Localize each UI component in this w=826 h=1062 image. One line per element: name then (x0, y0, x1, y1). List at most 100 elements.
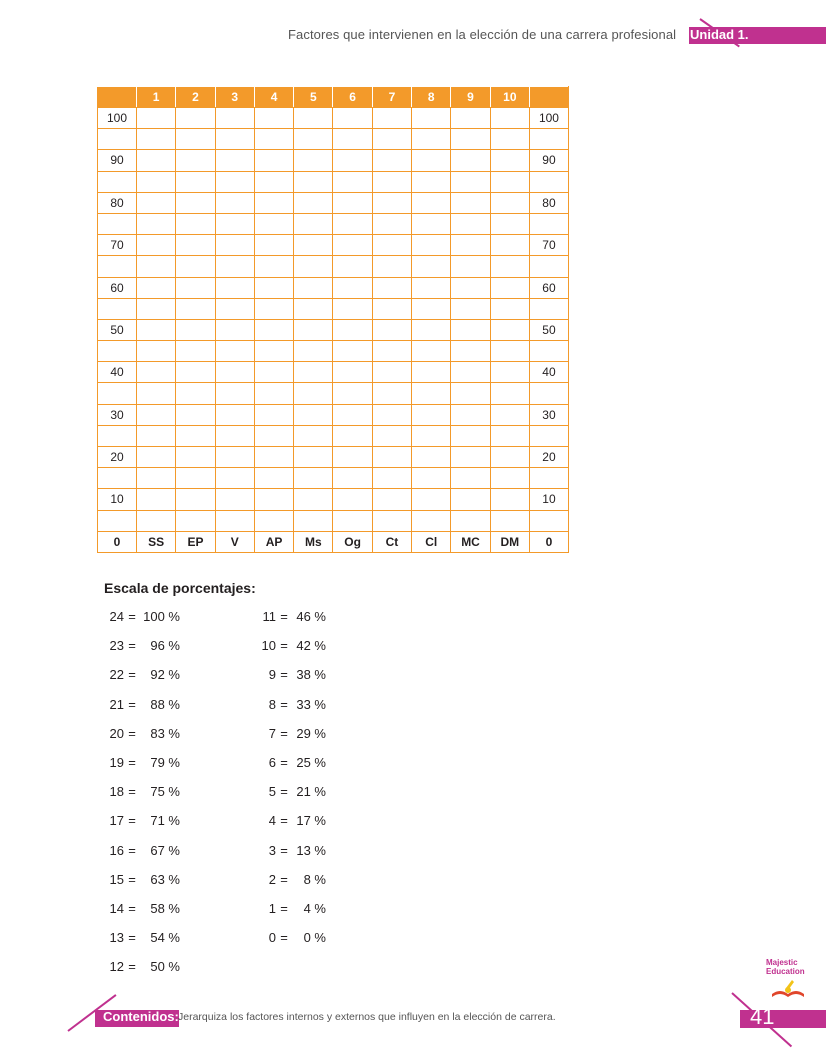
grid-row (97, 255, 569, 278)
grid-cell (411, 361, 452, 384)
grid-footer-cell: Ms (293, 530, 334, 553)
scale-row: 0 = 0 % (252, 930, 326, 959)
grid-cell (293, 467, 334, 490)
unit-label: Unidad 1. (690, 27, 749, 42)
grid-cell (371, 276, 413, 299)
grid-cell (214, 276, 255, 299)
grid-cell (253, 297, 295, 320)
grid-cell (332, 509, 373, 532)
grid-row-label: 60 (97, 276, 137, 299)
scale-row: 19 = 79 % (104, 755, 180, 784)
scale-row: 13 = 54 % (104, 930, 180, 959)
grid-cell (332, 403, 373, 426)
grid-cell (214, 297, 255, 320)
grid-cell (253, 488, 295, 511)
grid-row (97, 382, 569, 405)
grid-footer-cell: Ct (371, 530, 413, 553)
scale-score: 22 (109, 667, 124, 683)
grid-cell (450, 361, 491, 384)
grid-row: 50 50 (97, 318, 569, 342)
scale-score: 7 (268, 725, 276, 741)
scale-percent: 0 % (303, 930, 326, 946)
grid-cell (175, 318, 216, 342)
grid-cell (175, 106, 216, 130)
scale-percent: 100 % (143, 609, 180, 624)
grid-cell (214, 318, 255, 342)
grid-cell (135, 128, 177, 151)
grid-header-cell: 5 (293, 86, 334, 108)
grid-cell (450, 382, 491, 405)
grid-row (97, 424, 569, 448)
grid-row-label: 100 (97, 106, 137, 130)
grid-row-label: 10 (528, 488, 569, 511)
scale-score: 24 (109, 609, 124, 624)
scale-row: 21 = 88 % (104, 697, 180, 726)
grid-cell (371, 149, 413, 172)
grid-cell (175, 424, 216, 448)
grid-cell (175, 170, 216, 193)
grid-cell (214, 361, 255, 384)
scale-score: 1 (268, 900, 276, 916)
grid-row-label: 100 (528, 106, 569, 130)
grid-cell (371, 106, 413, 130)
grid-cell (135, 106, 177, 130)
grid-row: 70 70 (97, 234, 569, 257)
grid-cell (175, 445, 216, 469)
grid-row-label: 90 (528, 149, 569, 172)
grid-cell (411, 255, 452, 278)
scale-equals: = (280, 871, 288, 887)
scale-equals: = (128, 754, 136, 770)
grid-cell (371, 297, 413, 320)
grid-cell (175, 149, 216, 172)
unit-tab (689, 27, 826, 44)
scale-score: 21 (109, 696, 124, 712)
grid-row-label (97, 424, 137, 448)
grid-cell (293, 318, 334, 342)
scale-percent: 96 % (150, 638, 180, 654)
scale-percent: 33 % (296, 696, 326, 712)
grid-row: 10 10 (97, 488, 569, 511)
scale-row: 3 = 13 % (252, 843, 326, 872)
grid-cell (489, 509, 530, 532)
grid-cell (214, 149, 255, 172)
grid-cell (489, 340, 530, 363)
grid-row: 100 100 (97, 106, 569, 130)
scale-equals: = (280, 667, 288, 683)
grid-cell (293, 170, 334, 193)
scale-percent: 58 % (150, 900, 180, 916)
grid-cell (489, 106, 530, 130)
scale-percent: 50 % (150, 959, 180, 975)
grid-cell (371, 234, 413, 257)
grid-cell (489, 149, 530, 172)
grid-cell (253, 128, 295, 151)
scale-equals: = (128, 696, 136, 712)
grid-cell (253, 318, 295, 342)
scale-row: 9 = 38 % (252, 667, 326, 696)
grid-cell (332, 255, 373, 278)
grid-cell (135, 170, 177, 193)
grid-cell (411, 318, 452, 342)
scale-score: 20 (109, 725, 124, 741)
scale-score: 10 (261, 638, 276, 654)
grid-row-label (97, 340, 137, 363)
grid-cell (332, 297, 373, 320)
grid-cell (332, 382, 373, 405)
grid-cell (175, 361, 216, 384)
grid-row: 20 20 (97, 445, 569, 469)
grid-cell (135, 255, 177, 278)
grid-row-label (528, 382, 569, 405)
grid-cell (489, 467, 530, 490)
footer-label-band (95, 1010, 179, 1027)
grid-row-label: 90 (97, 149, 137, 172)
grid-row-label: 20 (528, 445, 569, 469)
grid-cell (450, 445, 491, 469)
scale-score: 15 (109, 871, 124, 887)
scale-score: 0 (268, 930, 276, 946)
grid-cell (332, 276, 373, 299)
grid-cell (489, 212, 530, 236)
scale-row: 22 = 92 % (104, 667, 180, 696)
grid-row-label (97, 382, 137, 405)
grid-footer-cell: AP (253, 530, 295, 553)
grid-cell (489, 276, 530, 299)
grid-cell (411, 445, 452, 469)
